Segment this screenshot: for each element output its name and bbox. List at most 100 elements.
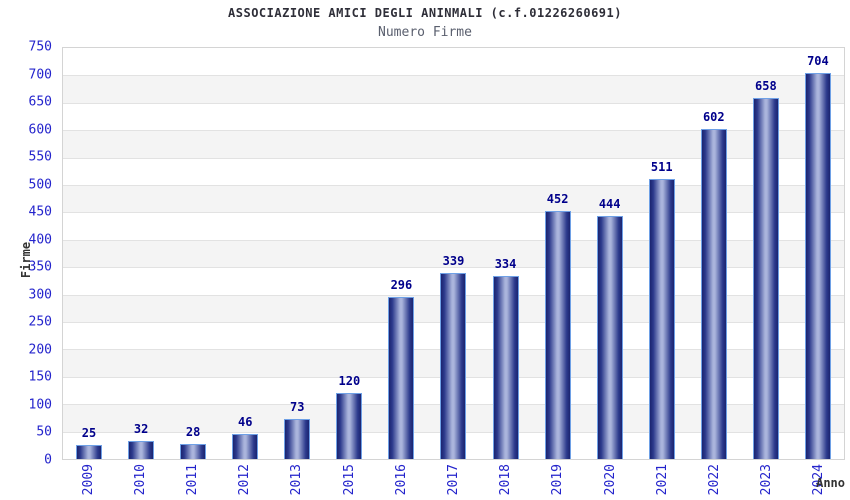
x-tick-slot: 2021 (636, 464, 688, 500)
bar (440, 273, 467, 459)
x-tick-label: 2018 (498, 464, 514, 496)
y-tick-label: 250 (28, 314, 52, 330)
gridline (63, 130, 844, 132)
gridline (63, 157, 844, 159)
x-tick-label: 2010 (132, 464, 148, 496)
y-tick-label: 600 (28, 122, 52, 138)
gridline (63, 75, 844, 77)
bar-slot: 28 (167, 48, 219, 459)
bar (128, 441, 155, 459)
bar (492, 275, 519, 459)
y-tick-label: 50 (36, 424, 52, 440)
bar (804, 73, 831, 459)
bar (752, 98, 779, 459)
bar-value-label: 334 (494, 256, 517, 271)
y-tick-label: 0 (44, 452, 52, 468)
bar (180, 443, 207, 459)
chart-subtitle: Numero Firme (378, 25, 472, 40)
bar-value-label: 32 (133, 422, 149, 437)
bar-slot: 452 (532, 48, 584, 459)
x-tick-slot: 2016 (375, 464, 427, 500)
x-tick-slot: 2009 (62, 464, 114, 500)
bar-value-label: 444 (598, 196, 621, 211)
bar-value-label: 73 (290, 400, 305, 414)
bar (336, 393, 363, 459)
bars-row: 25 32 28 46 73 120 296 339 334 452 444 511 602 658 704 (63, 48, 844, 459)
x-tick-slot: 2017 (427, 464, 479, 500)
y-tick-label: 550 (28, 149, 52, 165)
bar (544, 211, 571, 459)
x-tick-label: 2015 (341, 464, 357, 496)
bar-slot: 73 (271, 48, 323, 459)
bar (232, 433, 259, 459)
plot-band (63, 48, 844, 76)
y-axis: 0 50 100 150 200 250 300 350 400 450 500 550 600 650 7… (0, 40, 56, 468)
bar-value-label: 658 (755, 79, 777, 94)
x-axis-title: Anno (816, 476, 845, 490)
bar-slot: 704 (792, 48, 844, 459)
y-tick-label: 200 (28, 342, 52, 358)
x-tick-slot: 2019 (532, 464, 584, 500)
bar (284, 419, 311, 459)
gridline (63, 184, 844, 186)
y-tick-label: 100 (28, 397, 52, 413)
x-tick-slot: 2013 (271, 464, 323, 500)
bar-value-label: 46 (237, 414, 253, 429)
bar-value-label: 704 (807, 54, 829, 69)
bar (76, 445, 103, 459)
x-tick-slot: 2015 (323, 464, 375, 500)
x-tick-slot: 2022 (688, 464, 740, 500)
bar-value-label: 452 (546, 192, 569, 207)
x-tick-slot: 2020 (584, 464, 636, 500)
gridline (63, 212, 844, 214)
x-axis: 2009 2010 2011 2012 2013 2015 2016 2017 2018 2019… (62, 464, 845, 500)
gridline (63, 239, 844, 241)
bar-value-label: 602 (702, 110, 725, 125)
plot-band (63, 75, 844, 103)
x-tick-label: 2022 (707, 464, 723, 496)
bar-slot: 32 (115, 48, 167, 459)
x-tick-label: 2019 (550, 464, 566, 496)
x-tick-label: 2017 (446, 464, 462, 496)
bar-slot: 658 (740, 48, 792, 459)
x-tick-slot: 2012 (219, 464, 271, 500)
bar-value-label: 25 (81, 426, 97, 441)
bar-value-label: 339 (442, 254, 465, 269)
y-tick-label: 350 (28, 259, 52, 275)
bar-slot: 296 (375, 48, 427, 459)
bar-slot: 46 (219, 48, 271, 459)
y-tick-label: 150 (28, 369, 52, 385)
bar-slot: 120 (323, 48, 375, 459)
bar (700, 129, 727, 459)
bar-slot: 444 (584, 48, 636, 459)
bar-value-label: 120 (338, 374, 361, 389)
bar-value-label: 511 (650, 159, 673, 174)
y-tick-label: 500 (28, 177, 52, 193)
x-tick-label: 2013 (289, 464, 305, 496)
y-tick-label: 300 (28, 287, 52, 303)
y-tick-label: 700 (28, 67, 52, 83)
x-tick-label: 2020 (602, 464, 618, 496)
x-tick-label: 2011 (185, 464, 200, 496)
plot-band (63, 102, 844, 131)
bar-slot: 602 (688, 48, 740, 459)
x-tick-label: 2021 (654, 464, 670, 496)
x-tick-slot: 2023 (741, 464, 793, 500)
chart-title: ASSOCIAZIONE AMICI DEGLI ANINMALI (c.f.0… (228, 6, 622, 20)
x-tick-slot: 2010 (114, 464, 166, 500)
y-tick-label: 450 (28, 204, 52, 220)
x-tick-label: 2009 (80, 464, 96, 496)
bar (648, 178, 675, 459)
x-tick-label: 2016 (393, 464, 409, 496)
x-tick-label: 2012 (237, 464, 253, 496)
bar-slot: 511 (636, 48, 688, 459)
gridline (63, 267, 844, 269)
x-tick-slot: 2018 (480, 464, 532, 500)
bar-value-label: 28 (185, 424, 201, 439)
bar-slot: 339 (427, 48, 479, 459)
gridline (63, 102, 844, 104)
x-tick-label: 2023 (759, 464, 775, 496)
bar (596, 215, 623, 459)
y-axis-title: Firme (19, 241, 34, 279)
